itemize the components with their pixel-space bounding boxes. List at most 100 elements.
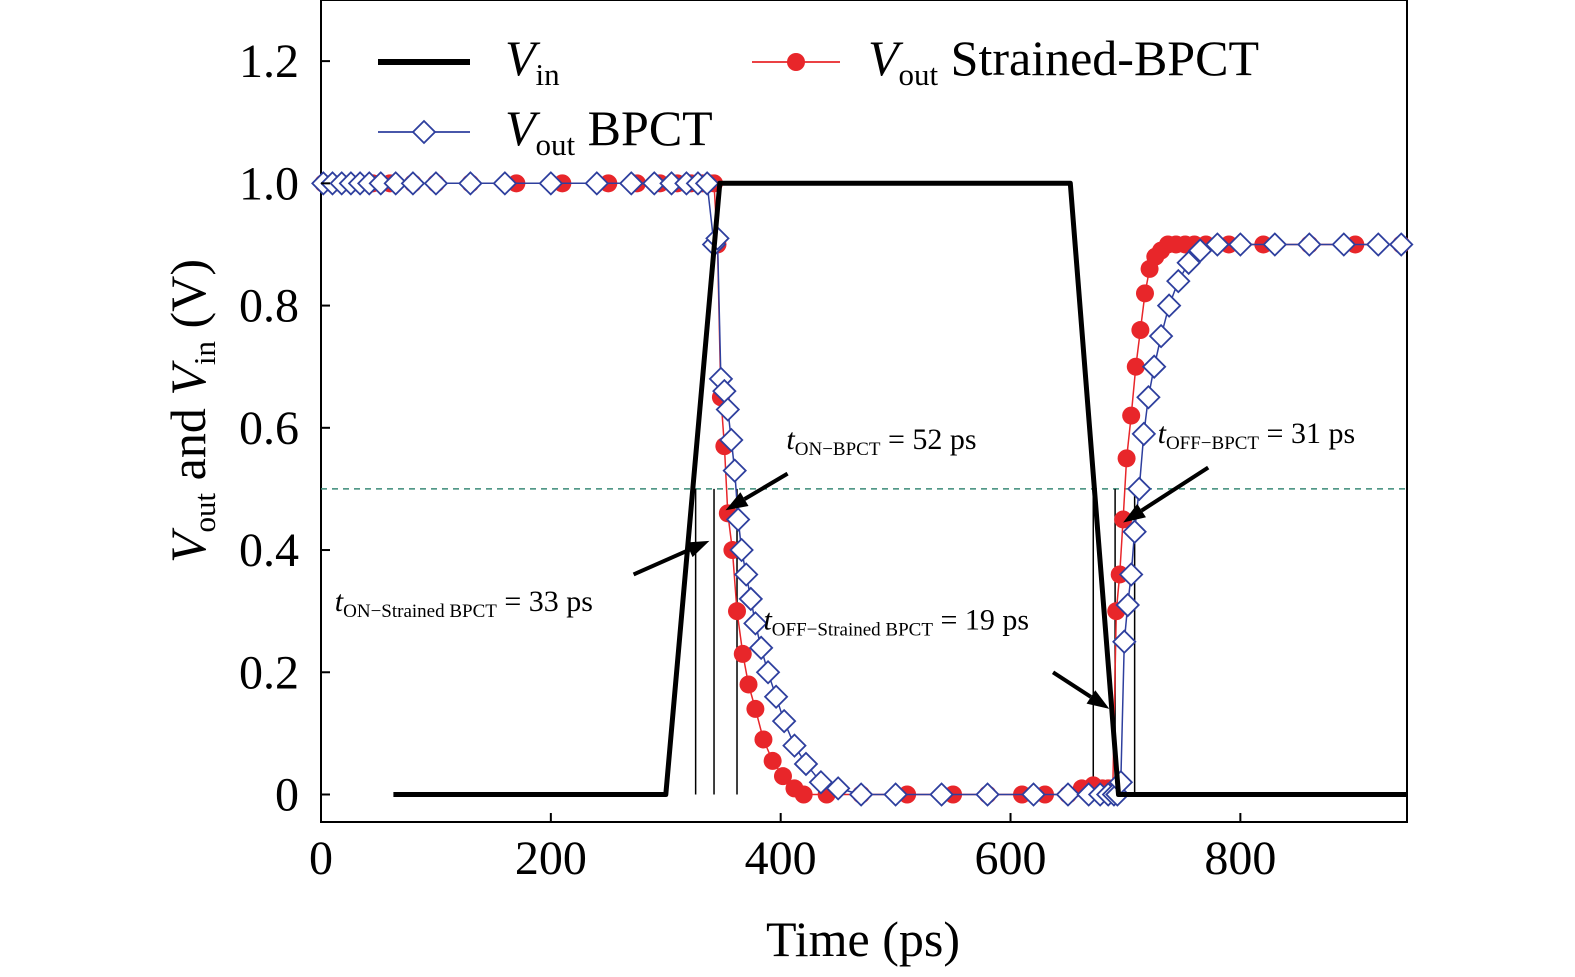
text-part: Strained-BPCT	[938, 30, 1259, 86]
text-part: = 33 ps	[497, 585, 593, 618]
data-point-bpct	[492, 171, 518, 196]
text-part: t	[1158, 417, 1167, 450]
data-point-bpct	[808, 770, 834, 795]
data-point-bpct	[1122, 519, 1147, 544]
y-tick-label: 1.2	[239, 35, 299, 88]
annotation-arrow	[1140, 465, 1210, 513]
data-point-bpct	[1148, 323, 1174, 349]
data-point-bpct	[1297, 232, 1322, 257]
annotation-text: tOFF−BPCT = 31 ps	[1158, 417, 1356, 454]
legend-label: Vin	[505, 30, 560, 92]
data-point-bpct	[929, 782, 954, 807]
data-point-bpct	[383, 171, 408, 196]
legend-marker-diamond	[411, 119, 437, 145]
data-point-bpct	[1166, 268, 1191, 294]
data-point-bpct	[694, 171, 720, 196]
data-point-bpct	[825, 776, 851, 801]
data-point-bpct	[722, 458, 747, 483]
data-point-bpct	[748, 635, 774, 661]
text-part: in	[536, 57, 561, 92]
x-tick-label: 400	[745, 832, 817, 885]
data-point-bpct	[1388, 232, 1414, 257]
text-part: = 19 ps	[933, 603, 1029, 636]
annotation-t-on-bpct: tON−BPCT = 52 ps	[725, 423, 977, 511]
data-point-strained	[739, 675, 758, 694]
legend: Vin Vout Strained-BPCT Vout BPCT	[378, 30, 1259, 162]
data-point-bpct	[458, 171, 483, 196]
data-point-bpct	[1136, 384, 1161, 410]
legend-label: Vout BPCT	[505, 100, 713, 162]
data-point-bpct	[743, 611, 768, 636]
data-point-bpct	[1112, 629, 1137, 654]
data-point-bpct	[1131, 421, 1157, 447]
y-tick-label: 0.6	[239, 402, 299, 455]
text-part: t	[786, 423, 795, 456]
data-point-bpct	[423, 171, 449, 196]
series-layer	[311, 171, 1414, 807]
data-point-bpct	[782, 733, 807, 758]
text-part: V	[868, 30, 904, 86]
text-part: OFF−Strained BPCT	[772, 619, 934, 640]
text-part: V	[160, 527, 216, 563]
data-point-bpct	[1055, 782, 1081, 807]
y-tick-label: 0	[275, 768, 299, 821]
data-point-bpct	[763, 684, 789, 709]
data-point-strained	[728, 602, 747, 621]
data-point-bpct	[1205, 232, 1230, 257]
data-point-bpct	[1141, 354, 1167, 379]
text-part: ON−Strained BPCT	[343, 601, 497, 622]
text-part: = 52 ps	[880, 423, 976, 456]
annotation-t-on-strained: tON−Strained BPCT = 33 ps	[335, 540, 710, 622]
annotation-text: tOFF−Strained BPCT = 19 ps	[763, 603, 1029, 640]
series-line-vin	[393, 180, 1407, 797]
annotation-arrow	[632, 547, 691, 577]
data-point-bpct	[715, 397, 741, 422]
data-point-strained	[754, 730, 773, 749]
text-part: ON−BPCT	[795, 439, 881, 460]
text-part: out	[899, 57, 939, 92]
data-point-bpct	[793, 751, 819, 777]
legend-item-vin: Vin	[378, 30, 560, 92]
axis-ticks: 0 200 400 600 800 0 0.2 0.4 0.6 0.8 1.0 1.2	[239, 35, 1276, 885]
reference-lines	[321, 488, 1407, 795]
data-point-bpct	[1228, 232, 1253, 257]
data-point-bpct	[641, 171, 667, 196]
data-point-bpct	[755, 659, 781, 685]
text-part: t	[763, 603, 772, 636]
data-point-strained	[1114, 510, 1133, 529]
data-point-strained	[1135, 284, 1154, 303]
y-tick-label: 0.8	[239, 280, 299, 333]
data-point-bpct	[738, 586, 764, 612]
text-part: and	[160, 396, 216, 493]
y-tick-label: 0.2	[239, 646, 299, 699]
data-point-bpct	[1118, 562, 1144, 587]
data-point-strained	[746, 699, 765, 718]
data-point-bpct	[1021, 782, 1046, 807]
axes-frame	[320, 0, 1408, 823]
text-part: t	[335, 585, 344, 618]
legend-item-bpct: Vout BPCT	[378, 100, 713, 162]
text-part: out	[536, 127, 576, 162]
data-point-bpct	[619, 171, 644, 196]
data-point-strained	[1131, 321, 1150, 340]
annotation-arrow	[743, 471, 789, 501]
data-point-bpct	[1156, 293, 1182, 318]
y-tick-label: 1.0	[239, 157, 299, 210]
data-point-bpct	[1126, 476, 1152, 502]
text-part: out	[187, 492, 222, 532]
annotation-arrowhead	[1086, 690, 1110, 709]
text-part: in	[187, 340, 222, 365]
data-point-bpct	[1365, 232, 1391, 257]
text-part: (V)	[160, 259, 216, 341]
data-point-bpct	[733, 562, 759, 587]
text-part: = 31 ps	[1259, 417, 1355, 450]
annotation-arrowhead	[725, 492, 749, 511]
annotation-text: tON−BPCT = 52 ps	[786, 423, 976, 460]
data-point-bpct	[1115, 592, 1141, 618]
data-point-bpct	[725, 507, 751, 532]
y-axis-label: Vout and Vin (V)	[160, 259, 222, 563]
data-point-bpct	[584, 171, 610, 196]
